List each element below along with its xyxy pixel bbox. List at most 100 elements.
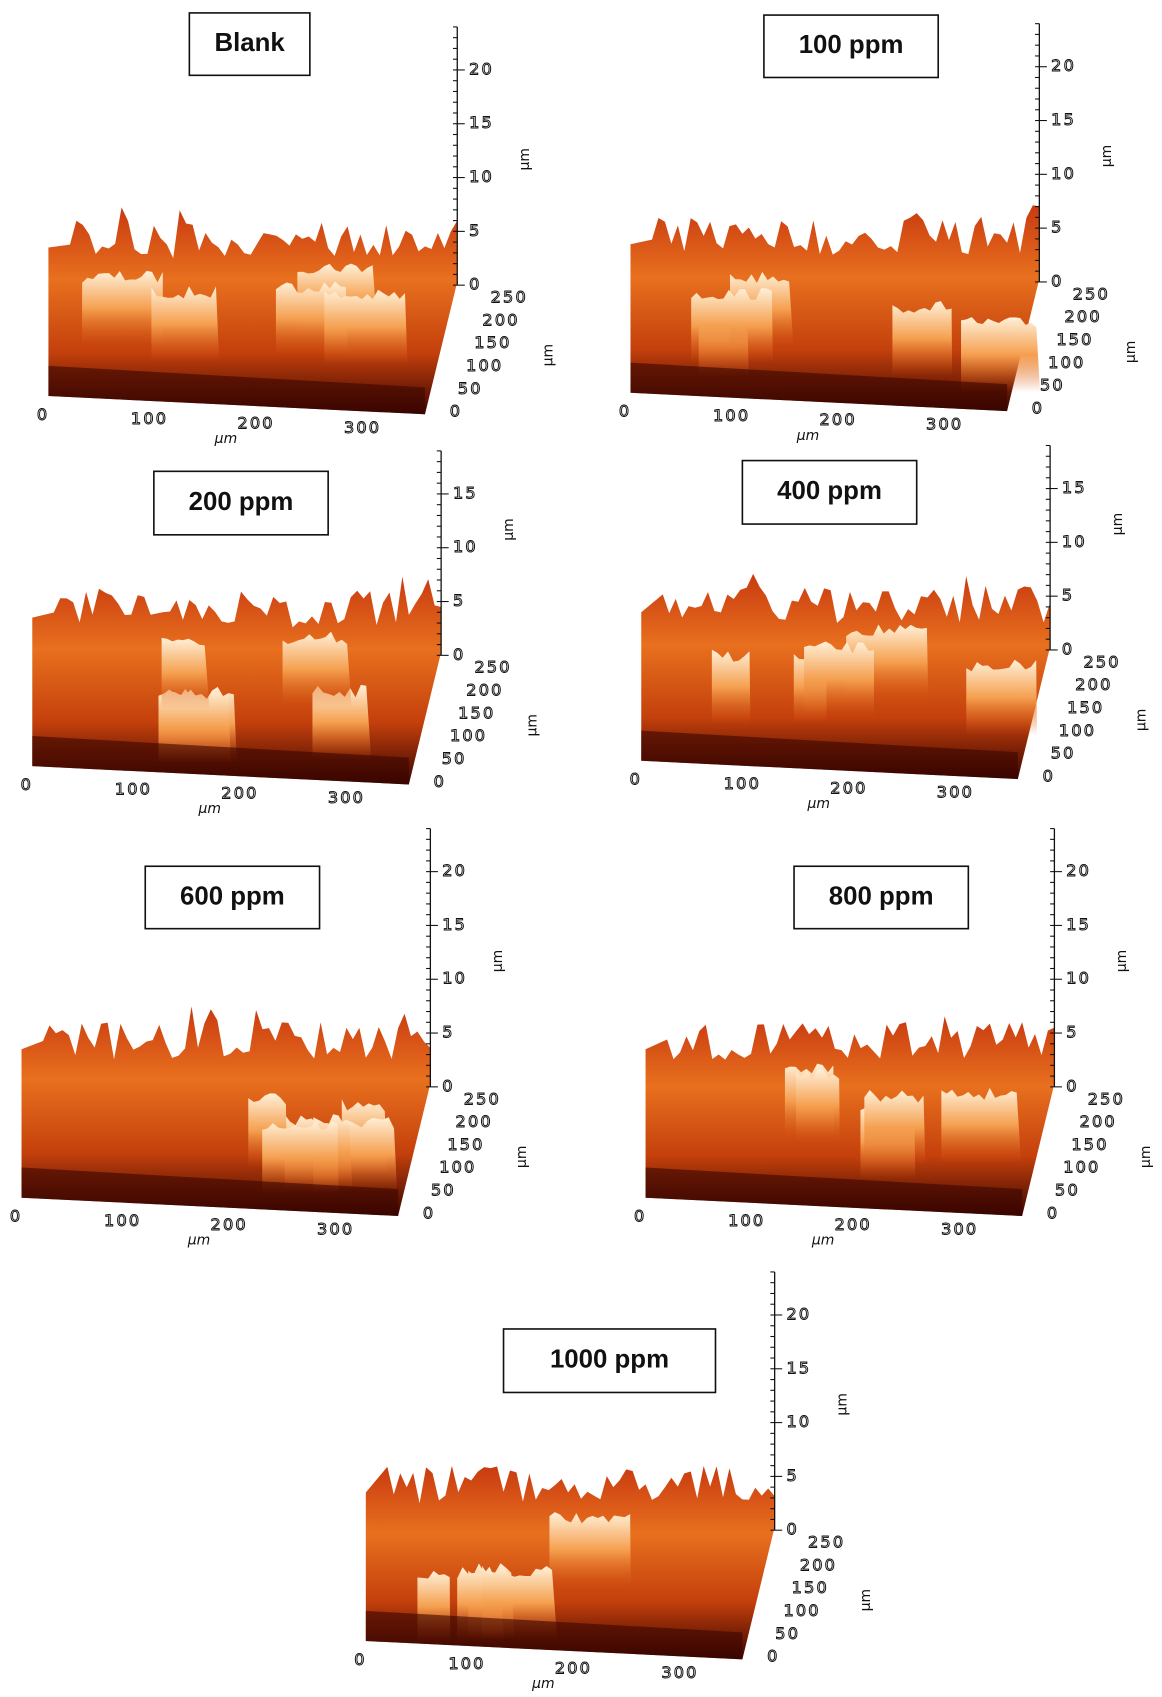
x-tick-label: 200 (820, 410, 857, 429)
panel-label: 200 ppm (189, 488, 294, 516)
x-tick-label: 200 (221, 784, 258, 803)
x-tick-label: 200 (830, 778, 867, 797)
y-tick-label: 200 (466, 681, 503, 700)
z-tick-label: 0 (453, 645, 465, 664)
y-tick-label: 50 (1051, 744, 1076, 763)
z-axis-unit: µm (1099, 145, 1115, 168)
z-axis-unit: µm (517, 148, 533, 171)
z-tick-label: 15 (1066, 915, 1091, 934)
x-axis-unit: µm (187, 1233, 210, 1249)
y-axis-unit: µm (1138, 1146, 1154, 1169)
panel-label: 100 ppm (799, 31, 904, 59)
z-tick-label: 10 (453, 537, 478, 556)
y-axis-unit: µm (525, 714, 541, 737)
y-tick-label: 200 (1080, 1112, 1117, 1131)
y-tick-label: 100 (450, 726, 487, 745)
surface-peak (151, 286, 219, 361)
x-axis-unit: µm (198, 801, 221, 817)
surface-peak (162, 638, 210, 709)
y-tick-label: 50 (442, 749, 467, 768)
y-tick-label: 200 (800, 1555, 837, 1574)
z-tick-label: 20 (442, 861, 467, 880)
x-tick-label: 300 (926, 415, 963, 434)
panel-label: 800 ppm (829, 882, 934, 910)
x-tick-label: 100 (724, 774, 761, 793)
y-tick-label: 250 (474, 658, 511, 677)
y-tick-label: 250 (1088, 1089, 1125, 1108)
y-tick-label: 50 (458, 379, 483, 398)
x-tick-label: 100 (728, 1211, 765, 1230)
y-tick-label: 0 (767, 1647, 779, 1666)
y-tick-label: 150 (474, 333, 511, 352)
z-tick-label: 10 (469, 167, 494, 186)
z-tick-label: 5 (469, 221, 481, 240)
y-axis-unit: µm (541, 344, 557, 367)
x-tick-label: 200 (835, 1215, 872, 1234)
y-axis-unit: µm (1134, 709, 1150, 732)
x-axis-unit: µm (811, 1233, 834, 1249)
x-tick-label: 0 (37, 405, 49, 424)
y-tick-label: 100 (1048, 353, 1085, 372)
y-tick-label: 50 (1040, 376, 1065, 395)
surface-peak (691, 288, 773, 363)
surface-peak (549, 1512, 630, 1587)
y-tick-label: 0 (1032, 398, 1044, 417)
y-tick-label: 250 (1083, 652, 1120, 671)
z-tick-label: 0 (1066, 1076, 1078, 1095)
x-tick-label: 0 (21, 775, 33, 794)
z-tick-label: 20 (1051, 56, 1076, 75)
x-tick-label: 100 (448, 1654, 485, 1673)
y-tick-label: 200 (1065, 307, 1102, 326)
y-tick-label: 0 (434, 772, 446, 791)
x-tick-label: 200 (555, 1659, 592, 1678)
y-tick-label: 200 (482, 310, 519, 329)
y-tick-label: 0 (1043, 766, 1055, 785)
y-tick-label: 50 (431, 1181, 456, 1200)
z-axis-unit: µm (1110, 513, 1126, 536)
z-tick-label: 10 (787, 1412, 812, 1431)
y-tick-label: 250 (491, 288, 528, 307)
y-tick-label: 100 (439, 1158, 476, 1177)
x-tick-label: 300 (937, 783, 974, 802)
y-axis-unit: µm (514, 1146, 530, 1169)
y-tick-label: 200 (456, 1112, 493, 1131)
x-axis-unit: µm (807, 796, 830, 812)
z-axis-unit: µm (1114, 950, 1130, 973)
y-tick-label: 150 (1067, 698, 1104, 717)
panel-label: 1000 ppm (550, 1346, 669, 1374)
surface-peak (283, 632, 352, 707)
z-tick-label: 5 (1066, 1023, 1078, 1042)
x-tick-label: 100 (713, 406, 750, 425)
panel-label: Blank (214, 29, 285, 57)
y-tick-label: 150 (447, 1135, 484, 1154)
z-tick-label: 0 (1051, 271, 1063, 290)
y-tick-label: 250 (464, 1089, 501, 1108)
z-tick-label: 0 (442, 1076, 454, 1095)
y-tick-label: 50 (775, 1624, 800, 1643)
surface-peak (804, 641, 874, 716)
surface-peak (82, 271, 163, 346)
y-tick-label: 0 (1047, 1203, 1059, 1222)
surface-peak (961, 317, 1040, 392)
x-tick-label: 300 (344, 418, 381, 437)
z-tick-label: 10 (1066, 969, 1091, 988)
z-tick-label: 15 (1051, 110, 1076, 129)
z-tick-label: 15 (442, 915, 467, 934)
y-tick-label: 0 (450, 402, 462, 421)
z-tick-label: 10 (1051, 164, 1076, 183)
surface-peak (712, 650, 751, 725)
x-tick-label: 100 (115, 779, 152, 798)
figure: 20151050µm250200150100500µm0100200300µmB… (0, 0, 1162, 1697)
x-tick-label: 0 (634, 1207, 646, 1226)
y-tick-label: 100 (1059, 721, 1096, 740)
z-tick-label: 10 (442, 969, 467, 988)
y-tick-label: 150 (1056, 330, 1093, 349)
z-tick-label: 5 (787, 1466, 799, 1485)
y-tick-label: 100 (1063, 1158, 1100, 1177)
x-tick-label: 0 (354, 1650, 366, 1669)
x-tick-label: 300 (661, 1663, 698, 1682)
y-tick-label: 200 (1075, 675, 1112, 694)
z-tick-label: 20 (1066, 861, 1091, 880)
z-tick-label: 0 (787, 1520, 799, 1539)
